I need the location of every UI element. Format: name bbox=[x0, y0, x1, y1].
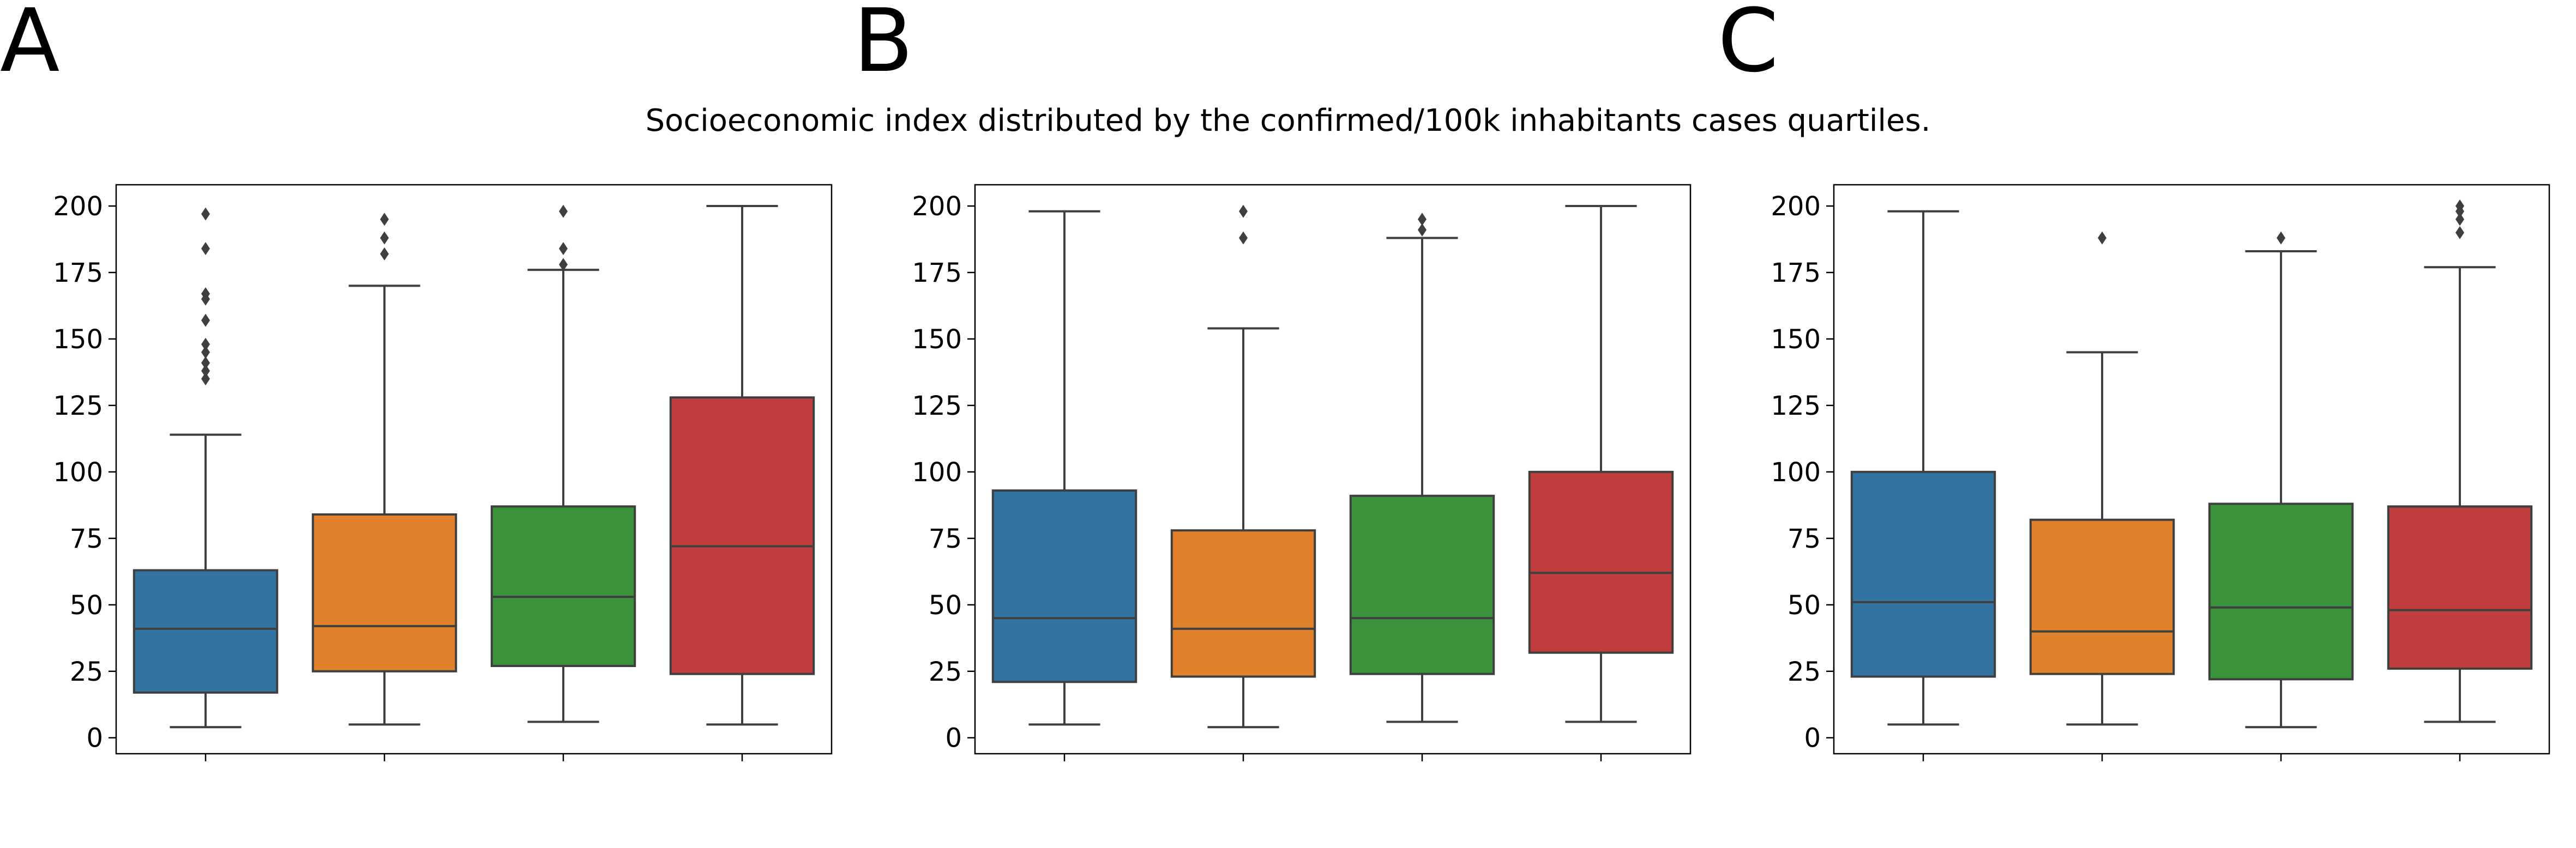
plot-frame bbox=[1833, 184, 2550, 755]
outlier-point bbox=[380, 213, 389, 226]
y-tick-label: 75 bbox=[929, 524, 962, 554]
y-tick-label: 200 bbox=[53, 191, 103, 222]
boxplot-panel-b: 0 25 50 75 100 125 150 175 200 bbox=[912, 184, 1692, 761]
y-tick-label: 50 bbox=[1787, 590, 1821, 621]
box-c-3 bbox=[2208, 231, 2354, 729]
y-tick-label: 200 bbox=[912, 191, 962, 222]
y-tick-label: 75 bbox=[70, 524, 103, 554]
box-iqr bbox=[1349, 494, 1495, 675]
outlier-point bbox=[201, 287, 210, 301]
outlier-point bbox=[2455, 226, 2464, 239]
box-c-4 bbox=[2387, 199, 2533, 723]
y-tick-label: 50 bbox=[929, 590, 962, 621]
y-tick-label: 50 bbox=[70, 590, 103, 621]
box-iqr bbox=[991, 489, 1137, 683]
outlier-point bbox=[201, 337, 210, 351]
box-a-2 bbox=[311, 213, 458, 726]
plot-frame bbox=[974, 184, 1692, 755]
outlier-point bbox=[201, 242, 210, 256]
outlier-point bbox=[559, 258, 568, 271]
outlier-point bbox=[1418, 213, 1427, 226]
box-c-2 bbox=[2029, 231, 2175, 726]
box-a-3 bbox=[490, 204, 636, 723]
y-tick-label: 175 bbox=[1771, 258, 1821, 288]
outlier-point bbox=[2098, 231, 2106, 245]
box-iqr bbox=[311, 513, 458, 673]
outlier-point bbox=[201, 372, 210, 386]
y-tick-label: 150 bbox=[1771, 324, 1821, 355]
boxplot-panel-a: 0 25 50 75 100 125 150 175 200 bbox=[53, 184, 833, 761]
y-tick-label: 200 bbox=[1771, 191, 1821, 222]
y-tick-label: 150 bbox=[53, 324, 103, 355]
outlier-point bbox=[380, 231, 389, 245]
box-iqr bbox=[1170, 529, 1316, 678]
y-tick-label: 25 bbox=[929, 657, 962, 687]
outlier-point bbox=[559, 204, 568, 218]
y-tick-label: 0 bbox=[1804, 723, 1821, 754]
y-tick-label: 25 bbox=[70, 657, 103, 687]
box-b-1 bbox=[991, 210, 1137, 726]
box-iqr bbox=[2208, 502, 2354, 681]
panel-letter-b: B bbox=[853, 0, 913, 92]
y-tick-label: 100 bbox=[912, 457, 962, 488]
outlier-point bbox=[2455, 213, 2464, 226]
y-tick-label: 175 bbox=[53, 258, 103, 288]
plot-frame bbox=[115, 184, 833, 755]
y-tick-label: 100 bbox=[53, 457, 103, 488]
outlier-point bbox=[201, 313, 210, 327]
box-b-2 bbox=[1170, 204, 1316, 729]
y-tick-label: 25 bbox=[1787, 657, 1821, 687]
y-tick-label: 125 bbox=[53, 391, 103, 421]
outlier-point bbox=[380, 247, 389, 261]
y-tick-label: 0 bbox=[945, 723, 962, 754]
box-iqr bbox=[2387, 505, 2533, 670]
box-b-3 bbox=[1349, 213, 1495, 723]
figure-title: Socioeconomic index distributed by the c… bbox=[646, 103, 1931, 138]
outlier-point bbox=[1239, 204, 1248, 218]
outlier-point bbox=[2277, 231, 2285, 245]
y-tick-label: 150 bbox=[912, 324, 962, 355]
outlier-point bbox=[201, 356, 210, 370]
box-iqr bbox=[490, 505, 636, 668]
outlier-point bbox=[1418, 223, 1427, 237]
boxplot-panel-c: 0 25 50 75 100 125 150 175 200 bbox=[1771, 184, 2550, 761]
box-a-1 bbox=[133, 207, 279, 729]
box-a-4 bbox=[669, 205, 815, 726]
box-iqr bbox=[1850, 470, 1996, 678]
y-tick-label: 0 bbox=[86, 723, 103, 754]
y-tick-label: 100 bbox=[1771, 457, 1821, 488]
panel-letter-c: C bbox=[1718, 0, 1779, 92]
outlier-point bbox=[2455, 199, 2464, 213]
panel-letter-a: A bbox=[0, 0, 59, 92]
y-tick-label: 75 bbox=[1787, 524, 1821, 554]
box-iqr bbox=[669, 396, 815, 675]
outlier-point bbox=[559, 242, 568, 256]
box-c-1 bbox=[1850, 210, 1996, 726]
y-tick-label: 125 bbox=[912, 391, 962, 421]
box-b-4 bbox=[1528, 205, 1674, 723]
y-tick-label: 125 bbox=[1771, 391, 1821, 421]
y-tick-label: 175 bbox=[912, 258, 962, 288]
box-iqr bbox=[133, 569, 279, 694]
outlier-point bbox=[1239, 231, 1248, 245]
outlier-point bbox=[201, 207, 210, 221]
outlier-point bbox=[201, 346, 210, 359]
box-iqr bbox=[1528, 470, 1674, 654]
box-iqr bbox=[2029, 518, 2175, 675]
outlier-point bbox=[201, 364, 210, 378]
